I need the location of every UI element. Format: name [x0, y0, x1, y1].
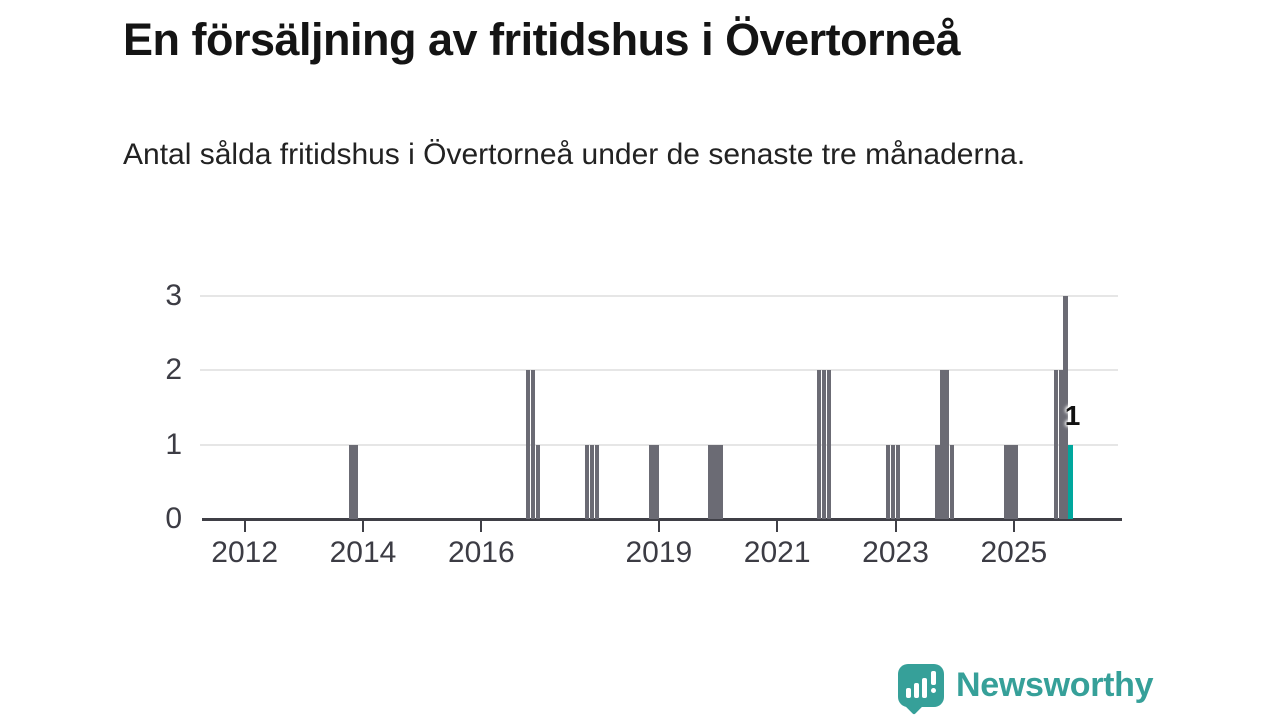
- bar: [530, 370, 536, 519]
- bar: [950, 444, 955, 519]
- bar: [1063, 295, 1068, 519]
- bar: [1058, 370, 1063, 519]
- newsworthy-logo: Newsworthy: [898, 664, 1154, 715]
- bar: [935, 444, 940, 519]
- x-axis-tick: [776, 521, 779, 532]
- bar-chart-speech-bubble-icon: [898, 664, 944, 715]
- bar: [595, 444, 600, 519]
- y-axis-tick-label: 1: [165, 427, 182, 461]
- gridline: [200, 369, 1118, 371]
- bar: [353, 444, 358, 519]
- bar: [1004, 444, 1009, 519]
- brand-name: Newsworthy: [956, 666, 1154, 704]
- bar: [526, 370, 531, 519]
- x-axis-tick: [894, 521, 897, 532]
- bar: [718, 444, 723, 519]
- x-axis-tick-label: 2016: [447, 536, 515, 569]
- bar: [654, 444, 659, 519]
- y-axis-tick-label: 0: [165, 502, 182, 535]
- x-axis-tick-label: 2014: [329, 536, 397, 569]
- x-axis-tick: [1012, 521, 1015, 532]
- x-axis-tick: [243, 521, 246, 532]
- x-axis-tick: [361, 521, 364, 532]
- bar: [708, 444, 713, 519]
- gridline: [200, 294, 1118, 297]
- chart-subtitle: Antal sålda fritidshus i Övertorneå unde…: [123, 138, 1026, 171]
- bar: [940, 370, 945, 519]
- x-axis-tick-label: 2012: [211, 536, 279, 569]
- bar: [1014, 444, 1019, 519]
- bar: [348, 444, 353, 519]
- bar: [816, 370, 822, 519]
- highlight-value-label: 1: [1064, 400, 1081, 431]
- x-axis-line: [202, 518, 1122, 521]
- bar: [1053, 370, 1058, 519]
- bar: [945, 370, 950, 519]
- page-title: En försäljning av fritidshus i Övertorne…: [123, 14, 961, 65]
- bar: [826, 370, 832, 519]
- bar-highlight: [1068, 444, 1073, 519]
- x-axis-tick-label: 2021: [743, 536, 811, 569]
- bar: [535, 444, 541, 519]
- bar: [821, 370, 827, 519]
- bar: [885, 444, 891, 519]
- x-axis-tick-label: 2019: [625, 536, 693, 569]
- gridline: [200, 443, 1118, 446]
- speech-bubble-tail: [904, 695, 924, 715]
- x-axis-tick: [480, 521, 483, 532]
- bar: [895, 444, 901, 519]
- bar: [890, 444, 896, 519]
- bar: [649, 444, 654, 519]
- x-axis-tick: [657, 521, 660, 532]
- y-axis-tick-label: 3: [165, 278, 182, 312]
- bar: [590, 444, 595, 519]
- x-axis-tick-label: 2023: [862, 536, 929, 569]
- bar: [713, 444, 718, 519]
- bar: [585, 444, 590, 519]
- bar: [1009, 444, 1014, 519]
- bar-chart: 0 1 2 3 2012 2014 2016 2019 2021 2023 2025 1: [165, 278, 1122, 569]
- y-axis-tick-label: 2: [165, 353, 182, 386]
- x-axis-tick-label: 2025: [980, 536, 1048, 569]
